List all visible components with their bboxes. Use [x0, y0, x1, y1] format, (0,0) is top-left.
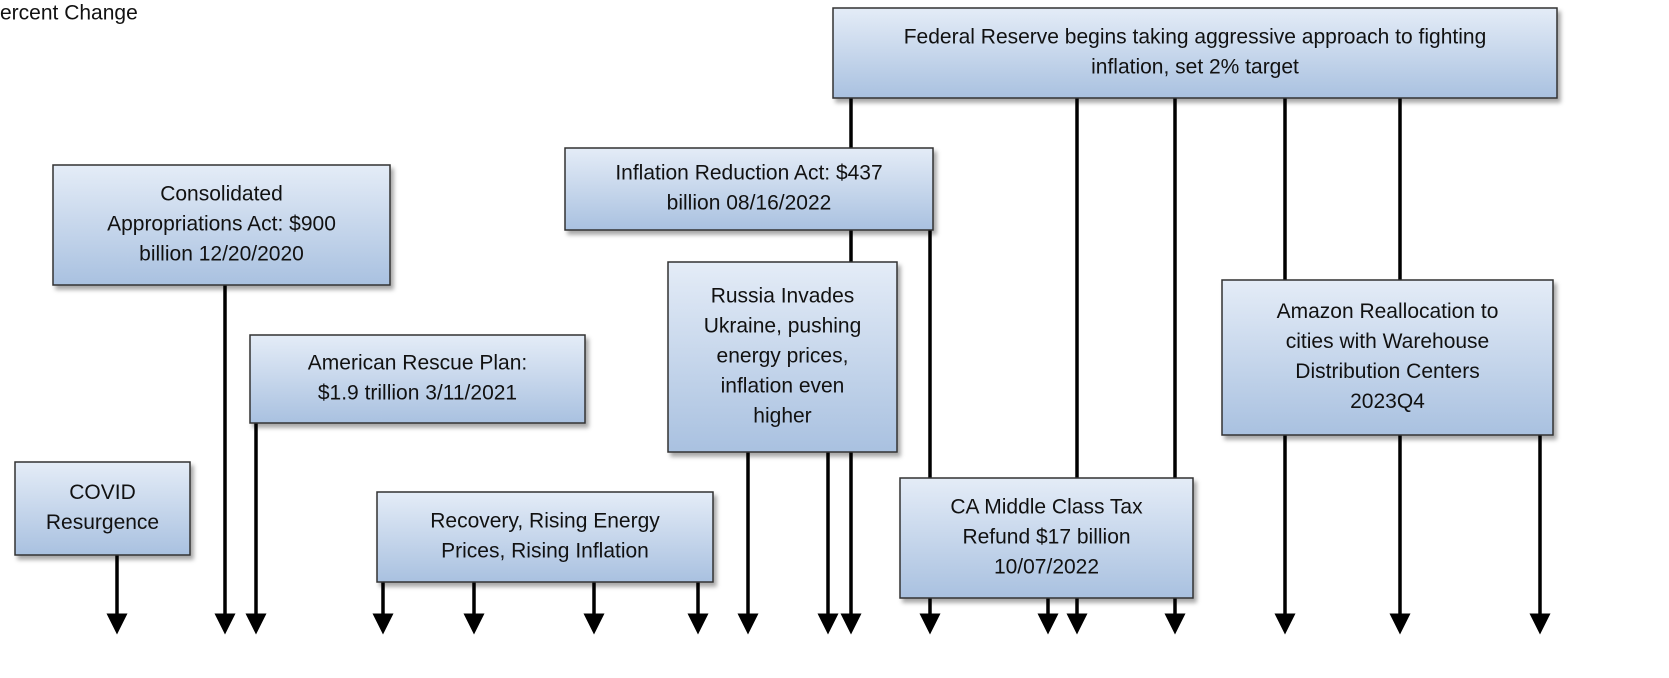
box	[667, 261, 898, 453]
box	[832, 7, 1558, 99]
box-text: Resurgence	[46, 511, 159, 534]
box-text: Federal Reserve begins taking aggressive…	[904, 26, 1487, 49]
event-box: Russia Invades Ukraine, pushing energy pri…	[667, 261, 898, 453]
event-box: Consolidated Appropriations Act: $900 bill…	[52, 164, 391, 286]
box	[52, 164, 391, 286]
box-text: Ukraine, pushing	[704, 315, 862, 338]
box-text: higher	[753, 405, 811, 428]
box-text: energy prices,	[717, 345, 849, 368]
event-box: Amazon Reallocation to cities with Wareho…	[1221, 279, 1554, 436]
box-text: Prices, Rising Inflation	[441, 540, 649, 563]
box-text: COVID	[69, 481, 136, 504]
event-box: COVID Resurgence	[14, 461, 191, 556]
box-text: billion 08/16/2022	[667, 192, 832, 215]
event-box: CA Middle Class Tax Refund $17 billion 10/…	[899, 477, 1194, 599]
box-text: inflation even	[721, 375, 845, 398]
box-text: Refund $17 billion	[962, 526, 1130, 549]
axis-label: ercent Change	[0, 2, 138, 25]
box-text: Appropriations Act: $900	[107, 213, 336, 236]
event-box: Federal Reserve begins taking aggressive…	[832, 7, 1558, 99]
box-text: CA Middle Class Tax	[950, 496, 1143, 519]
event-box: Recovery, Rising Energy Prices, Rising In…	[376, 491, 714, 583]
box	[376, 491, 714, 583]
box-text: $1.9 trillion 3/11/2021	[318, 382, 517, 405]
box-text: Russia Invades	[711, 285, 855, 308]
box-text: Consolidated	[160, 183, 283, 206]
box-text: 2023Q4	[1350, 390, 1425, 413]
boxes: Federal Reserve begins taking aggressive…	[14, 7, 1558, 599]
box	[249, 334, 586, 424]
box-text: Recovery, Rising Energy	[430, 510, 660, 533]
event-box: American Rescue Plan: $1.9 trillion 3/11/…	[249, 334, 586, 424]
box-text: American Rescue Plan:	[308, 352, 527, 375]
box-text: Distribution Centers	[1295, 360, 1479, 383]
box	[899, 477, 1194, 599]
box-text: Inflation Reduction Act: $437	[615, 162, 882, 185]
box	[564, 147, 934, 231]
box-text: inflation, set 2% target	[1091, 56, 1299, 79]
box-text: cities with Warehouse	[1286, 330, 1489, 353]
event-box: Inflation Reduction Act: $437 billion 08/…	[564, 147, 934, 231]
box-text: 10/07/2022	[994, 556, 1099, 579]
box	[1221, 279, 1554, 436]
box-text: billion 12/20/2020	[139, 243, 304, 266]
box-text: Amazon Reallocation to	[1277, 300, 1499, 323]
box	[14, 461, 191, 556]
